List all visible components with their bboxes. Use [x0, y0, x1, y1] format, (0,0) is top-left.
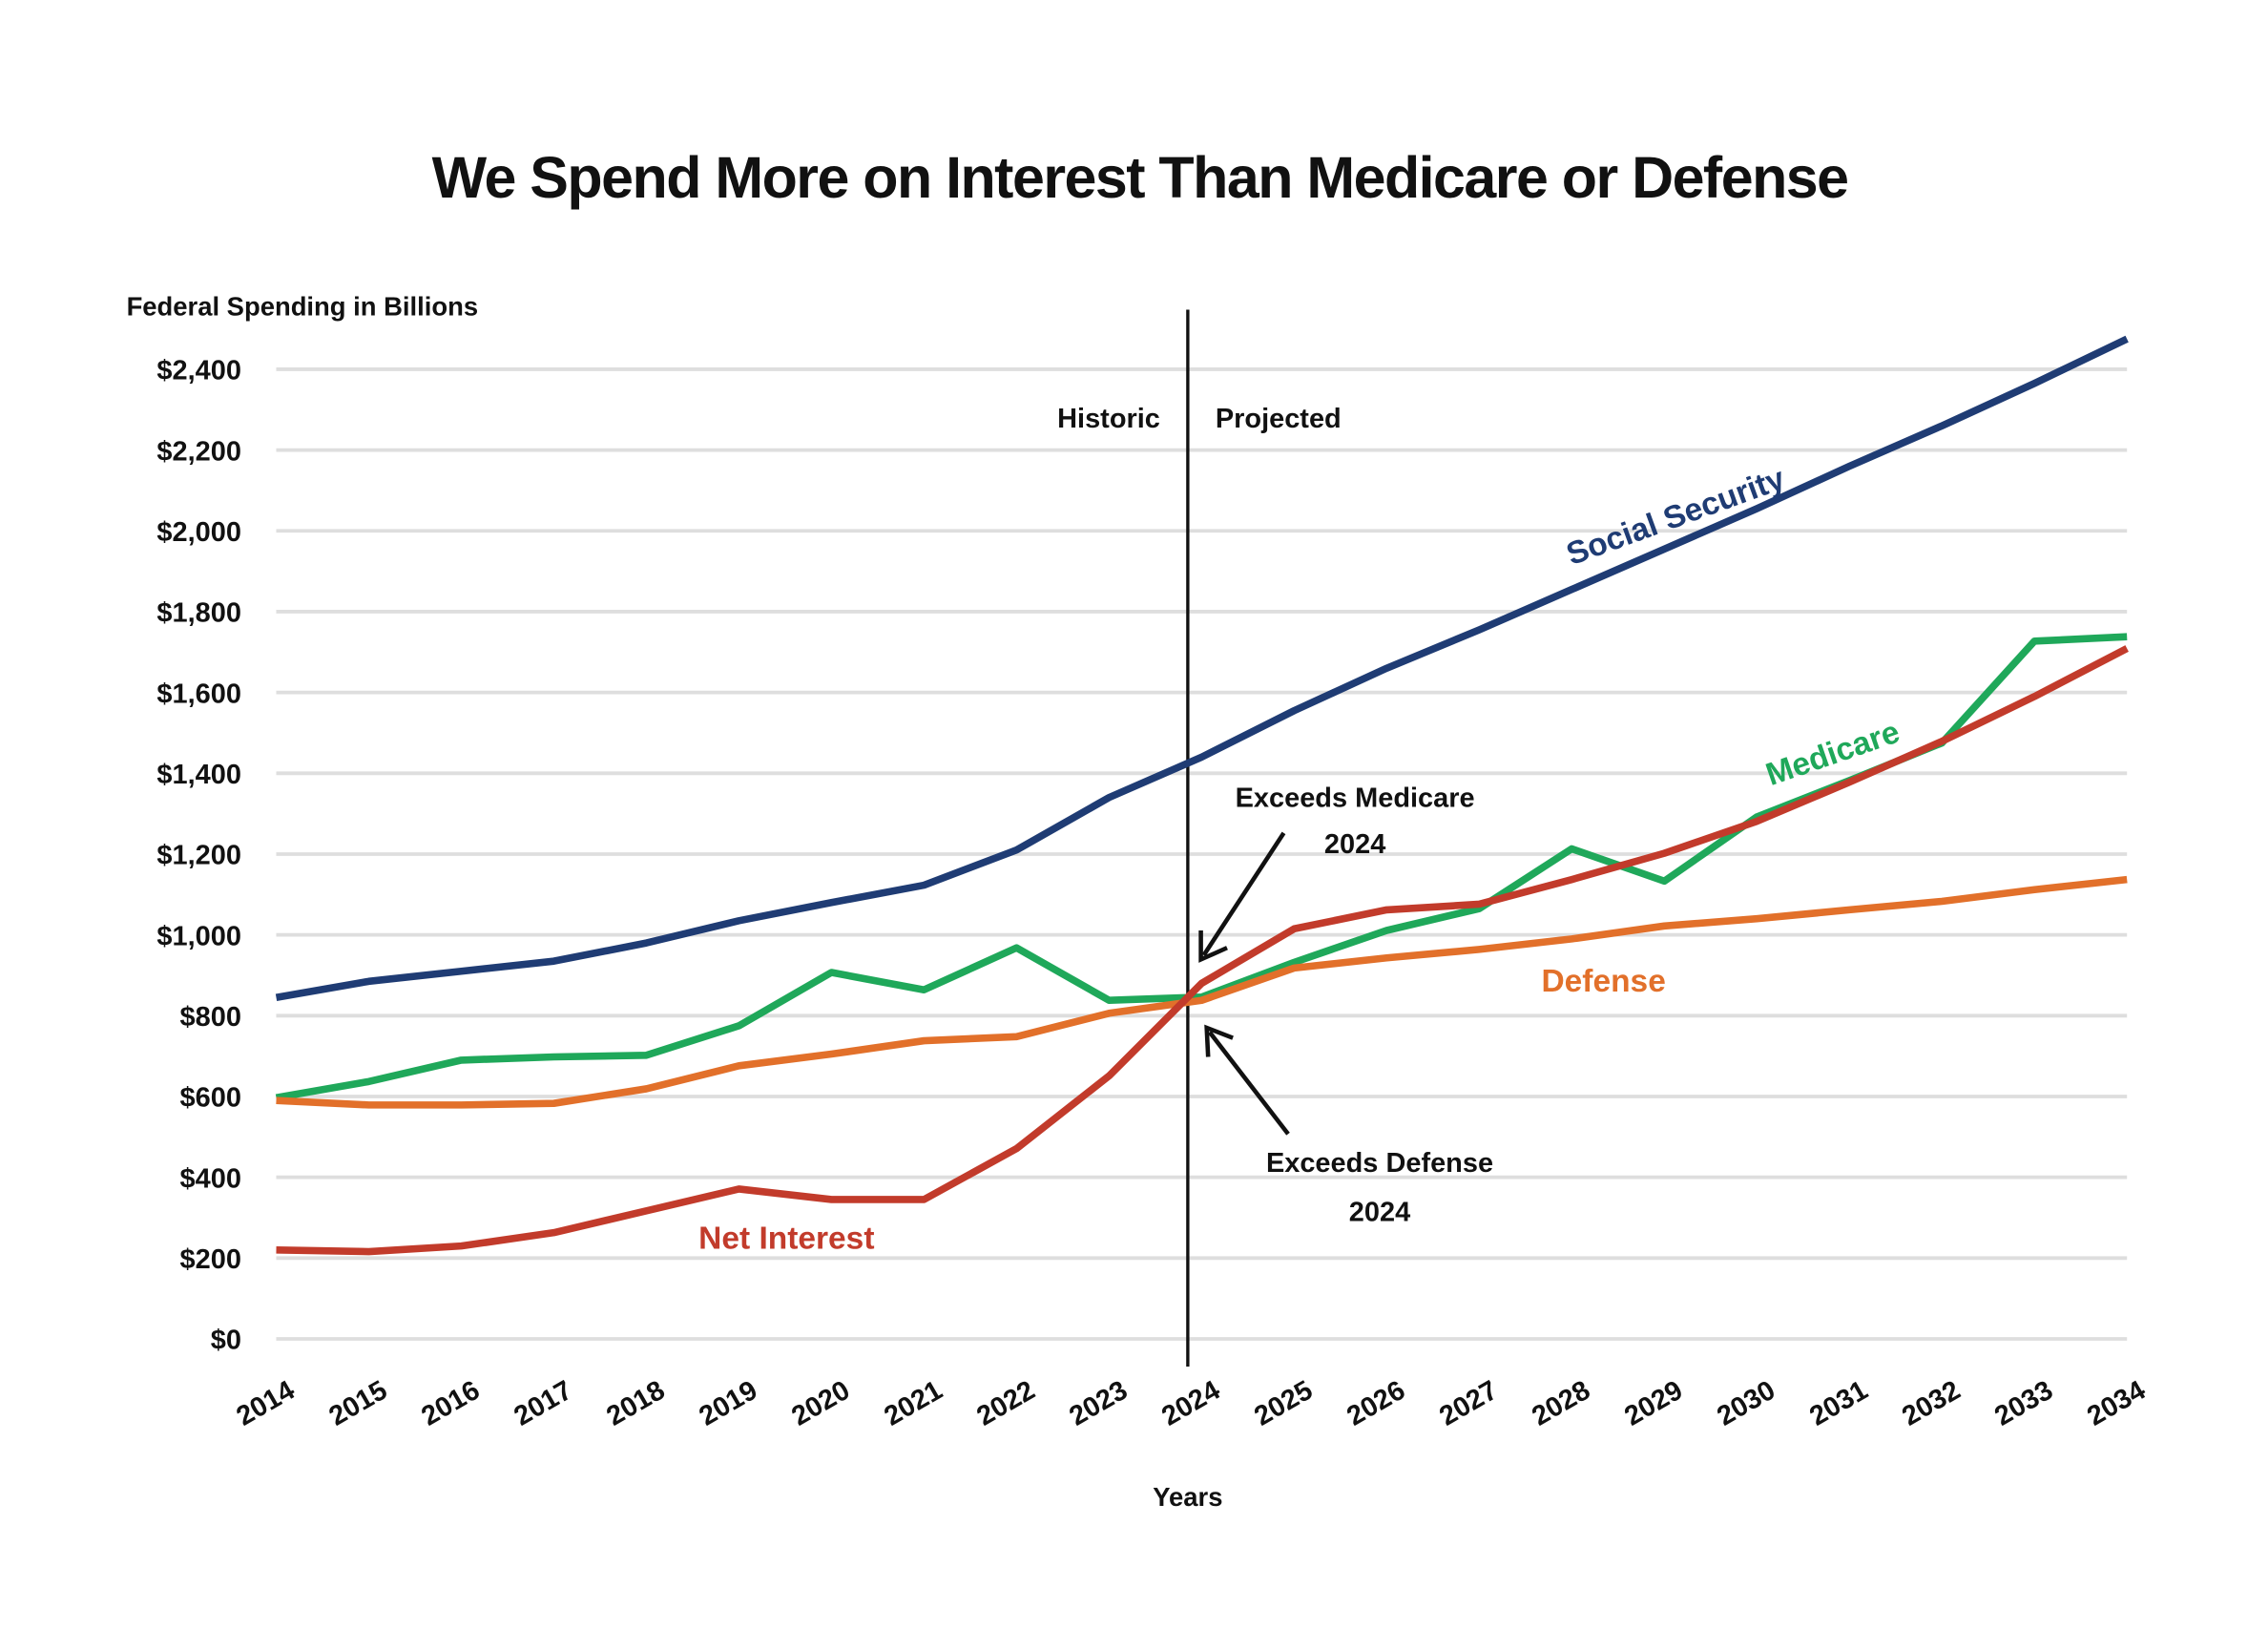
y-tick-label: $2,400: [156, 356, 241, 386]
x-tick-label: 2020: [786, 1375, 855, 1432]
x-tick-label: 2026: [1342, 1375, 1410, 1432]
y-tick-label: $600: [180, 1083, 241, 1114]
arrow-exceeds-defense: [1204, 1024, 1290, 1136]
y-ticks: $0 $200 $400 $600 $800 $1,000 $1,200 $1,400 $1,6…: [156, 356, 241, 1356]
y-tick-label: $400: [180, 1163, 241, 1194]
y-tick-label: $1,600: [156, 679, 241, 709]
projected-label: Projected: [1216, 404, 1342, 434]
x-tick-label: 2024: [1156, 1375, 1225, 1432]
series-label-medicare: Medicare: [1761, 715, 1904, 793]
x-tick-label: 2016: [417, 1375, 486, 1432]
x-tick-label: 2017: [510, 1375, 578, 1432]
y-tick-label: $800: [180, 1002, 241, 1033]
y-tick-label: $0: [211, 1326, 241, 1356]
annotation-exceeds-defense-year: 2024: [1349, 1198, 1410, 1228]
y-axis-label: Federal Spending in Billions: [127, 292, 479, 322]
annotation-exceeds-defense: Exceeds Defense: [1266, 1148, 1493, 1179]
x-tick-label: 2025: [1249, 1375, 1318, 1432]
x-tick-label: 2028: [1527, 1375, 1595, 1432]
annotation-exceeds-medicare-year: 2024: [1324, 829, 1385, 860]
y-tick-label: $200: [180, 1244, 241, 1275]
x-axis-label: Years: [1153, 1482, 1222, 1512]
x-tick-label: 2029: [1619, 1375, 1688, 1432]
x-tick-label: 2032: [1897, 1375, 1966, 1432]
x-tick-label: 2021: [879, 1375, 947, 1432]
x-ticks: 2014 2015 2016 2017 2018 2019 2020 2021 2022 2023…: [232, 1375, 2151, 1432]
series-line-medicare: [275, 633, 2128, 1102]
y-tick-label: $1,800: [156, 598, 241, 629]
series-lines: [275, 335, 2129, 1256]
chart-title: We Spend More on Interest Than Medicare …: [432, 145, 1848, 210]
x-tick-label: 2031: [1804, 1375, 1873, 1432]
annotation-exceeds-medicare: Exceeds Medicare: [1236, 783, 1475, 813]
historic-label: Historic: [1057, 404, 1160, 434]
y-tick-label: $1,200: [156, 841, 241, 871]
series-line-defense: [276, 875, 2128, 1109]
series-line-social-security: [275, 335, 2129, 1002]
x-tick-label: 2014: [232, 1375, 301, 1432]
series-label-defense: Defense: [1541, 964, 1665, 999]
y-tick-label: $2,200: [156, 436, 241, 467]
series-label-social-security: Social Security: [1562, 461, 1790, 573]
x-tick-label: 2030: [1712, 1375, 1780, 1432]
arrow-exceeds-medicare: [1198, 831, 1286, 963]
gridlines: [276, 367, 2128, 1341]
x-tick-label: 2015: [324, 1375, 393, 1432]
x-tick-label: 2018: [602, 1375, 671, 1432]
series-line-net-interest: [276, 645, 2129, 1256]
y-tick-label: $1,000: [156, 921, 241, 951]
x-tick-label: 2033: [1989, 1375, 2058, 1432]
x-tick-label: 2027: [1434, 1375, 1503, 1432]
y-tick-label: $1,400: [156, 760, 241, 790]
x-tick-label: 2019: [695, 1375, 763, 1432]
series-label-net-interest: Net Interest: [698, 1222, 874, 1257]
x-tick-label: 2022: [971, 1375, 1040, 1432]
y-tick-label: $2,000: [156, 517, 241, 548]
x-tick-label: 2034: [2082, 1375, 2151, 1432]
x-tick-label: 2023: [1064, 1375, 1133, 1432]
